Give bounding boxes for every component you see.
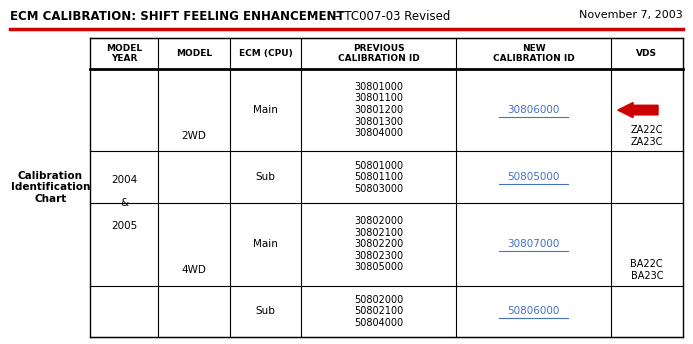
Text: 50805000: 50805000 xyxy=(507,172,560,182)
Text: Calibration
Identification
Chart: Calibration Identification Chart xyxy=(10,171,90,204)
Text: 2004

&

2005: 2004 & 2005 xyxy=(111,175,137,231)
Text: 30802000
30802100
30802200
30802300
30805000: 30802000 30802100 30802200 30802300 3080… xyxy=(354,216,403,272)
Text: MODEL
YEAR: MODEL YEAR xyxy=(106,44,142,63)
Text: MODEL: MODEL xyxy=(176,49,212,58)
Text: BA22C
BA23C: BA22C BA23C xyxy=(631,259,663,281)
Text: 50802000
50802100
50804000: 50802000 50802100 50804000 xyxy=(354,295,403,328)
Text: Sub: Sub xyxy=(256,306,276,316)
Text: VDS: VDS xyxy=(636,49,657,58)
Text: 4WD: 4WD xyxy=(182,265,207,275)
Text: November 7, 2003: November 7, 2003 xyxy=(579,10,683,20)
Text: 50801000
50801100
50803000: 50801000 50801100 50803000 xyxy=(354,161,403,194)
Text: PREVIOUS
CALIBRATION ID: PREVIOUS CALIBRATION ID xyxy=(338,44,420,63)
Text: 30801000
30801100
30801200
30801300
30804000: 30801000 30801100 30801200 30801300 3080… xyxy=(354,82,403,138)
Text: ECM (CPU): ECM (CPU) xyxy=(238,49,292,58)
Text: Main: Main xyxy=(253,105,278,115)
Text: NEW
CALIBRATION ID: NEW CALIBRATION ID xyxy=(493,44,574,63)
Text: – TC007-03 Revised: – TC007-03 Revised xyxy=(331,10,450,23)
Text: 50806000: 50806000 xyxy=(507,306,560,316)
Text: 30807000: 30807000 xyxy=(507,239,560,249)
Text: Sub: Sub xyxy=(256,172,276,182)
Text: ECM CALIBRATION: SHIFT FEELING ENHANCEMENT: ECM CALIBRATION: SHIFT FEELING ENHANCEME… xyxy=(10,10,345,23)
Text: 30806000: 30806000 xyxy=(507,105,560,115)
Text: Main: Main xyxy=(253,239,278,249)
Text: ZA22C
ZA23C: ZA22C ZA23C xyxy=(631,125,663,147)
Text: 2WD: 2WD xyxy=(182,131,207,141)
